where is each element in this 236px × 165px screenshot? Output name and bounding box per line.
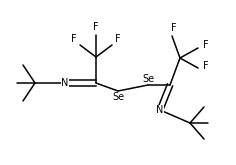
Text: F: F [203,40,209,50]
Text: Se: Se [112,92,124,102]
Text: N: N [61,78,69,88]
Text: F: F [115,34,121,44]
Text: F: F [171,23,177,33]
Text: F: F [93,22,99,32]
Text: F: F [71,34,77,44]
Text: F: F [203,61,209,71]
Text: Se: Se [142,74,154,84]
Text: N: N [156,105,164,115]
